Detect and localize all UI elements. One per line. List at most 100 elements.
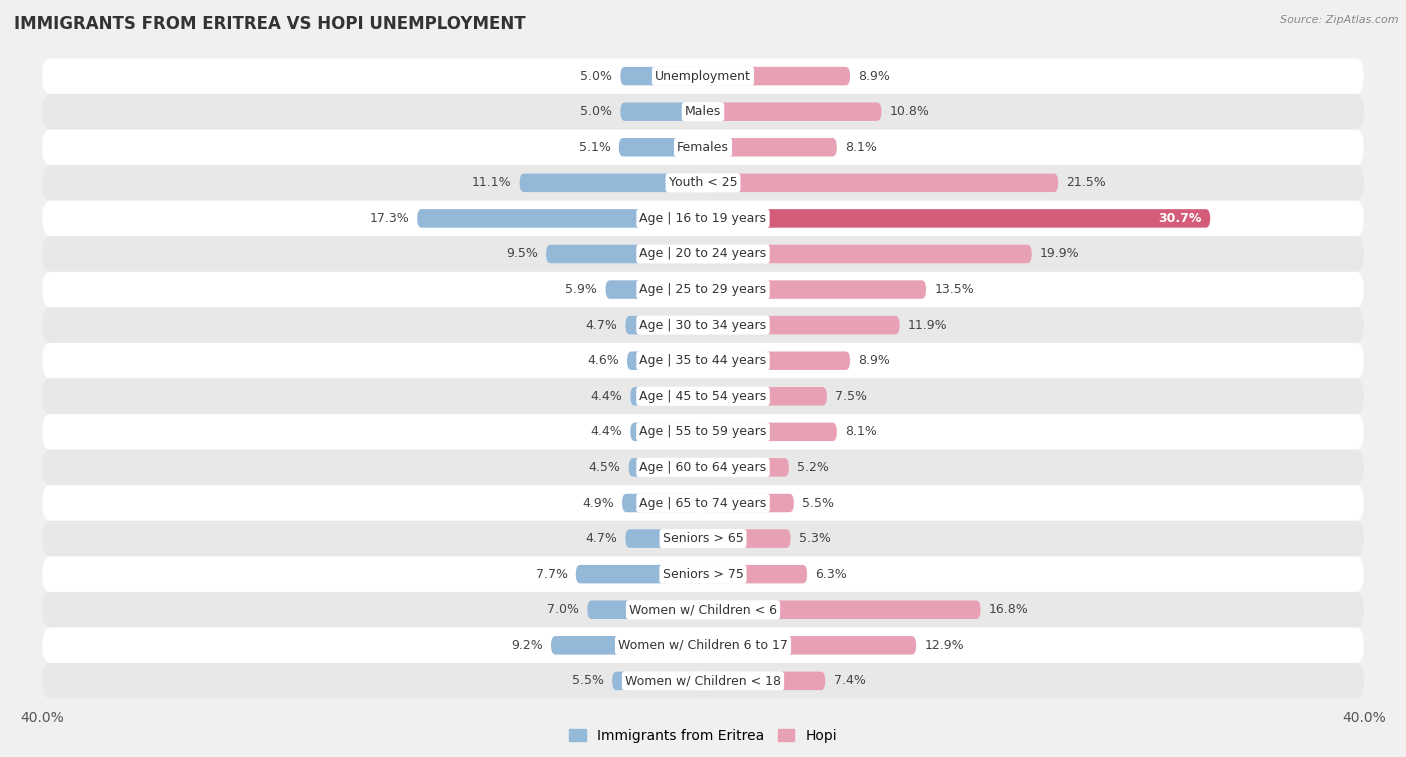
FancyBboxPatch shape (42, 272, 1364, 307)
FancyBboxPatch shape (703, 600, 980, 619)
Legend: Immigrants from Eritrea, Hopi: Immigrants from Eritrea, Hopi (569, 729, 837, 743)
FancyBboxPatch shape (42, 521, 1364, 556)
Text: 4.6%: 4.6% (586, 354, 619, 367)
Text: Women w/ Children < 6: Women w/ Children < 6 (628, 603, 778, 616)
Text: Seniors > 75: Seniors > 75 (662, 568, 744, 581)
FancyBboxPatch shape (42, 414, 1364, 450)
Text: 6.3%: 6.3% (815, 568, 846, 581)
Text: 4.4%: 4.4% (591, 425, 621, 438)
FancyBboxPatch shape (42, 628, 1364, 663)
Text: Age | 45 to 54 years: Age | 45 to 54 years (640, 390, 766, 403)
Text: 8.9%: 8.9% (858, 354, 890, 367)
Text: 8.1%: 8.1% (845, 425, 877, 438)
FancyBboxPatch shape (551, 636, 703, 655)
Text: 11.1%: 11.1% (472, 176, 512, 189)
Text: 12.9%: 12.9% (924, 639, 965, 652)
Text: Age | 65 to 74 years: Age | 65 to 74 years (640, 497, 766, 509)
Text: Age | 60 to 64 years: Age | 60 to 64 years (640, 461, 766, 474)
Text: Women w/ Children 6 to 17: Women w/ Children 6 to 17 (619, 639, 787, 652)
Text: 7.0%: 7.0% (547, 603, 579, 616)
FancyBboxPatch shape (703, 209, 1211, 228)
FancyBboxPatch shape (628, 458, 703, 477)
Text: 7.7%: 7.7% (536, 568, 568, 581)
FancyBboxPatch shape (42, 94, 1364, 129)
Text: 5.3%: 5.3% (799, 532, 831, 545)
FancyBboxPatch shape (42, 129, 1364, 165)
FancyBboxPatch shape (42, 663, 1364, 699)
Text: Source: ZipAtlas.com: Source: ZipAtlas.com (1281, 15, 1399, 25)
Text: 5.0%: 5.0% (581, 105, 612, 118)
Text: 30.7%: 30.7% (1159, 212, 1202, 225)
Text: 13.5%: 13.5% (934, 283, 974, 296)
FancyBboxPatch shape (703, 565, 807, 584)
FancyBboxPatch shape (42, 556, 1364, 592)
Text: Age | 20 to 24 years: Age | 20 to 24 years (640, 248, 766, 260)
FancyBboxPatch shape (588, 600, 703, 619)
FancyBboxPatch shape (703, 351, 851, 370)
Text: 10.8%: 10.8% (890, 105, 929, 118)
FancyBboxPatch shape (42, 201, 1364, 236)
Text: 5.9%: 5.9% (565, 283, 598, 296)
FancyBboxPatch shape (703, 173, 1059, 192)
Text: 5.5%: 5.5% (572, 674, 605, 687)
FancyBboxPatch shape (703, 67, 851, 86)
FancyBboxPatch shape (630, 422, 703, 441)
FancyBboxPatch shape (703, 387, 827, 406)
Text: Females: Females (678, 141, 728, 154)
Text: 19.9%: 19.9% (1040, 248, 1080, 260)
FancyBboxPatch shape (42, 307, 1364, 343)
FancyBboxPatch shape (520, 173, 703, 192)
FancyBboxPatch shape (703, 422, 837, 441)
Text: 7.5%: 7.5% (835, 390, 868, 403)
FancyBboxPatch shape (703, 245, 1032, 263)
Text: Age | 35 to 44 years: Age | 35 to 44 years (640, 354, 766, 367)
Text: Males: Males (685, 105, 721, 118)
FancyBboxPatch shape (42, 450, 1364, 485)
Text: 17.3%: 17.3% (370, 212, 409, 225)
Text: Women w/ Children < 18: Women w/ Children < 18 (626, 674, 780, 687)
Text: 5.1%: 5.1% (579, 141, 610, 154)
FancyBboxPatch shape (703, 494, 794, 512)
FancyBboxPatch shape (42, 236, 1364, 272)
FancyBboxPatch shape (42, 58, 1364, 94)
Text: 4.5%: 4.5% (589, 461, 620, 474)
FancyBboxPatch shape (42, 592, 1364, 628)
FancyBboxPatch shape (703, 458, 789, 477)
FancyBboxPatch shape (703, 636, 917, 655)
Text: 4.7%: 4.7% (585, 319, 617, 332)
FancyBboxPatch shape (42, 485, 1364, 521)
Text: Unemployment: Unemployment (655, 70, 751, 83)
Text: 5.0%: 5.0% (581, 70, 612, 83)
FancyBboxPatch shape (630, 387, 703, 406)
Text: Seniors > 65: Seniors > 65 (662, 532, 744, 545)
Text: 8.1%: 8.1% (845, 141, 877, 154)
FancyBboxPatch shape (703, 671, 825, 690)
FancyBboxPatch shape (546, 245, 703, 263)
Text: 11.9%: 11.9% (908, 319, 948, 332)
FancyBboxPatch shape (620, 67, 703, 86)
Text: 5.2%: 5.2% (797, 461, 830, 474)
Text: 4.9%: 4.9% (582, 497, 614, 509)
Text: IMMIGRANTS FROM ERITREA VS HOPI UNEMPLOYMENT: IMMIGRANTS FROM ERITREA VS HOPI UNEMPLOY… (14, 15, 526, 33)
Text: 7.4%: 7.4% (834, 674, 865, 687)
FancyBboxPatch shape (42, 378, 1364, 414)
FancyBboxPatch shape (621, 494, 703, 512)
Text: 4.7%: 4.7% (585, 532, 617, 545)
Text: 9.5%: 9.5% (506, 248, 537, 260)
FancyBboxPatch shape (418, 209, 703, 228)
FancyBboxPatch shape (703, 138, 837, 157)
Text: Age | 55 to 59 years: Age | 55 to 59 years (640, 425, 766, 438)
Text: Age | 30 to 34 years: Age | 30 to 34 years (640, 319, 766, 332)
FancyBboxPatch shape (606, 280, 703, 299)
FancyBboxPatch shape (42, 343, 1364, 378)
FancyBboxPatch shape (620, 102, 703, 121)
FancyBboxPatch shape (576, 565, 703, 584)
FancyBboxPatch shape (703, 102, 882, 121)
Text: 4.4%: 4.4% (591, 390, 621, 403)
FancyBboxPatch shape (619, 138, 703, 157)
FancyBboxPatch shape (612, 671, 703, 690)
FancyBboxPatch shape (627, 351, 703, 370)
FancyBboxPatch shape (626, 529, 703, 548)
Text: Age | 16 to 19 years: Age | 16 to 19 years (640, 212, 766, 225)
Text: 5.5%: 5.5% (801, 497, 834, 509)
